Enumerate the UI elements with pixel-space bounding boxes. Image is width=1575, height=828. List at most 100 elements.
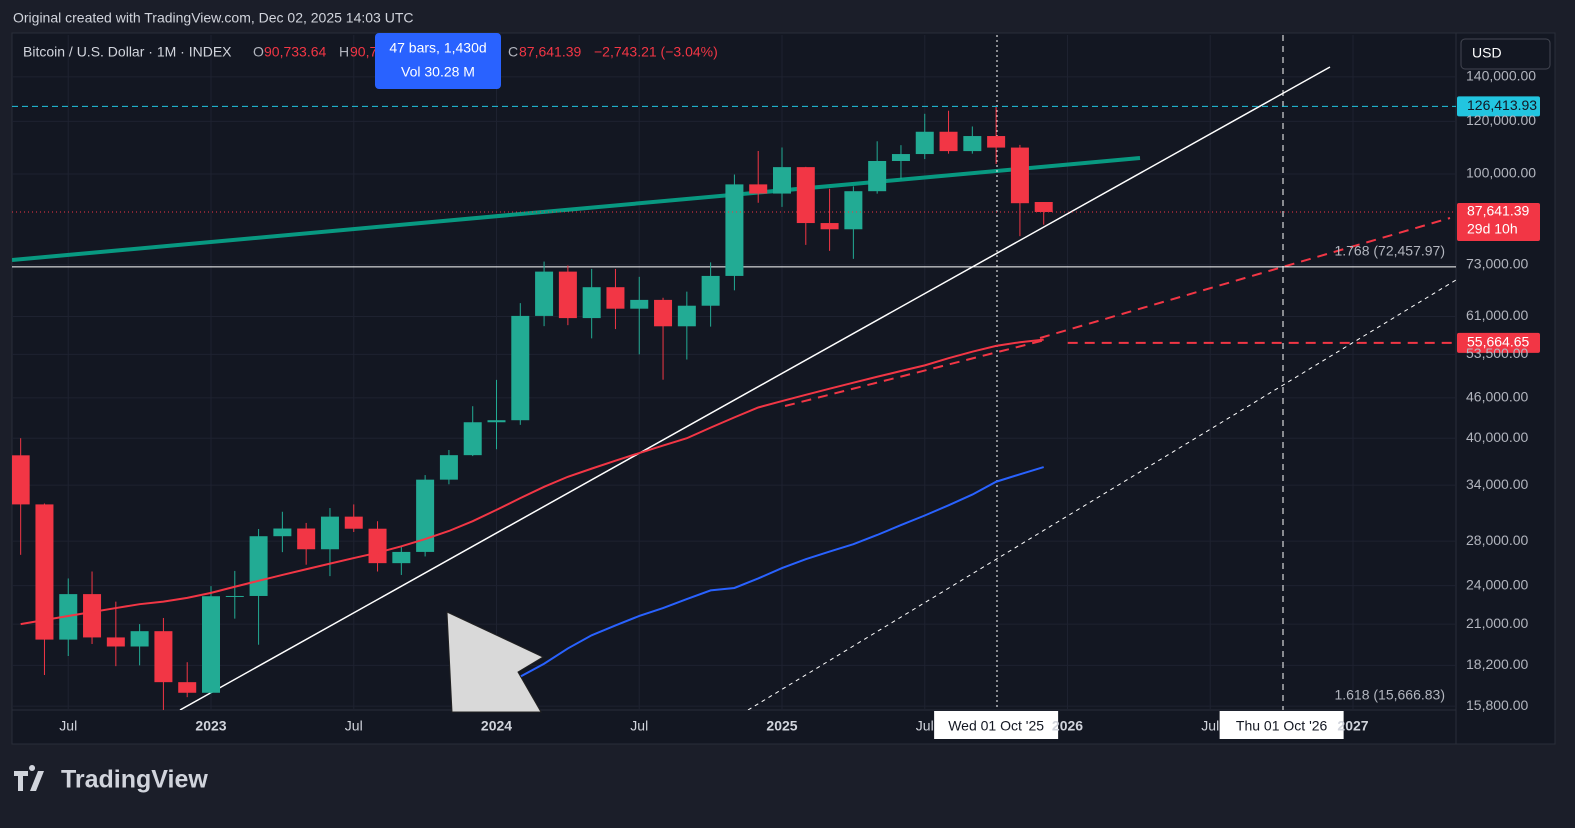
x-tick-label: 2025 bbox=[766, 718, 797, 734]
x-tick-label: 2026 bbox=[1052, 718, 1083, 734]
fib-label: 1.768 (72,457.97) bbox=[1334, 243, 1445, 259]
candle-body bbox=[297, 528, 316, 550]
indicator-line bbox=[472, 466, 1045, 699]
x-tick-label: Jul bbox=[59, 718, 77, 734]
candle-body bbox=[130, 631, 149, 647]
candle-body bbox=[987, 136, 1006, 148]
candle-body bbox=[35, 504, 54, 640]
candle-body bbox=[963, 136, 982, 152]
x-tick-label: Jul bbox=[916, 718, 934, 734]
y-tick-label: 15,800.00 bbox=[1466, 697, 1528, 713]
symbol-title: Bitcoin / U.S. Dollar · 1M · INDEX bbox=[23, 44, 232, 60]
y-tick-label: 140,000.00 bbox=[1466, 68, 1536, 84]
y-tick-label: 46,000.00 bbox=[1466, 389, 1528, 405]
candle-body bbox=[749, 184, 768, 194]
fib-label: 1.618 (15,666.83) bbox=[1334, 686, 1445, 702]
x-tick-label: Jul bbox=[345, 718, 363, 734]
overlays: 1.768 (72,457.97) 1.618 (15,666.83) 126,41… bbox=[934, 96, 1540, 739]
y-tick-label: 21,000.00 bbox=[1466, 615, 1528, 631]
ohlc-value: 90,733.64 bbox=[264, 44, 326, 60]
price-tag bbox=[1457, 332, 1540, 353]
price-countdown: 29d 10h bbox=[1467, 221, 1518, 237]
trend-band bbox=[12, 156, 1141, 262]
candle-body bbox=[891, 154, 910, 161]
candle-body bbox=[820, 223, 839, 230]
candle-body bbox=[273, 528, 292, 537]
y-tick-label: 61,000.00 bbox=[1466, 307, 1528, 323]
drawings bbox=[12, 35, 1456, 710]
candle-body bbox=[511, 315, 530, 421]
x-tick-label: 2023 bbox=[195, 718, 226, 734]
candle-body bbox=[154, 631, 173, 683]
candle-body bbox=[582, 287, 601, 319]
date-label: Wed 01 Oct '25 bbox=[948, 718, 1044, 734]
candle-body bbox=[106, 637, 125, 647]
candle-body bbox=[249, 536, 268, 596]
date-label-box bbox=[1219, 711, 1344, 739]
projection bbox=[784, 339, 1046, 407]
projection bbox=[1039, 217, 1451, 339]
measure-bars: 47 bars, 1,430d bbox=[389, 40, 486, 56]
ohlc-value: 87,641.39 bbox=[519, 44, 581, 60]
y-tick-label: 28,000.00 bbox=[1466, 532, 1528, 548]
candle-body bbox=[701, 275, 720, 306]
candle-body bbox=[939, 131, 958, 152]
brand: TradingView bbox=[61, 766, 208, 794]
candle-body bbox=[225, 595, 244, 597]
y-tick-label: 120,000.00 bbox=[1466, 112, 1536, 128]
candle-body bbox=[725, 184, 744, 276]
candle-body bbox=[796, 167, 815, 224]
price-tag-label: 87,641.39 bbox=[1467, 203, 1529, 219]
currency-label[interactable]: USD bbox=[1472, 45, 1502, 61]
candle-body bbox=[1010, 147, 1029, 204]
x-tick-label: Jul bbox=[630, 718, 648, 734]
y-tick-label: 100,000.00 bbox=[1466, 165, 1536, 181]
candle-body bbox=[915, 131, 934, 155]
x-tick-label: 2024 bbox=[481, 718, 512, 734]
ohlc-key: C bbox=[508, 44, 518, 60]
measure-tooltip bbox=[375, 33, 501, 89]
candle-body bbox=[202, 596, 220, 693]
x-tick-label: 2027 bbox=[1337, 718, 1368, 734]
candle-body bbox=[416, 479, 435, 552]
y-tick-label: 40,000.00 bbox=[1466, 429, 1528, 445]
y-tick-label: 34,000.00 bbox=[1466, 476, 1528, 492]
date-label: Thu 01 Oct '26 bbox=[1236, 718, 1328, 734]
candle-body bbox=[535, 271, 554, 316]
candle-body bbox=[606, 287, 625, 309]
price-tag bbox=[1457, 96, 1540, 117]
price-tag-label: 126,413.93 bbox=[1467, 97, 1537, 113]
candle-body bbox=[487, 420, 506, 423]
candle-body bbox=[630, 299, 649, 309]
y-tick-label: 24,000.00 bbox=[1466, 576, 1528, 592]
chart-frame bbox=[11, 32, 1556, 745]
candle-body bbox=[368, 528, 387, 564]
candle-body bbox=[392, 551, 411, 564]
price-tag-label: 55,664.65 bbox=[1467, 334, 1529, 350]
candle-body bbox=[1034, 202, 1053, 213]
y-tick-label: 18,200.00 bbox=[1466, 656, 1528, 672]
candle-body bbox=[439, 455, 458, 480]
candle-body bbox=[844, 191, 863, 230]
x-tick-label: Jul bbox=[1201, 718, 1219, 734]
cursor bbox=[446, 611, 545, 713]
candle-body bbox=[463, 422, 482, 456]
logo-icon bbox=[14, 765, 44, 791]
ohlc-key: O bbox=[253, 44, 264, 60]
candle-body bbox=[12, 455, 30, 505]
price-tag bbox=[1457, 203, 1540, 242]
change: −2,743.21 (−3.04%) bbox=[594, 44, 718, 60]
candle-body bbox=[558, 271, 577, 319]
candle-body bbox=[654, 299, 673, 327]
trend-line-dashed bbox=[747, 279, 1456, 710]
currency-button[interactable] bbox=[1460, 38, 1551, 70]
candle-body bbox=[178, 682, 197, 693]
candle-body bbox=[868, 160, 887, 192]
date-label-box bbox=[934, 711, 1059, 739]
candle-body bbox=[320, 516, 339, 550]
y-tick-label: 73,000.00 bbox=[1466, 255, 1528, 271]
trend-line bbox=[179, 66, 1331, 710]
indicator-line bbox=[20, 338, 1044, 626]
y-tick-label: 53,500.00 bbox=[1466, 345, 1528, 361]
